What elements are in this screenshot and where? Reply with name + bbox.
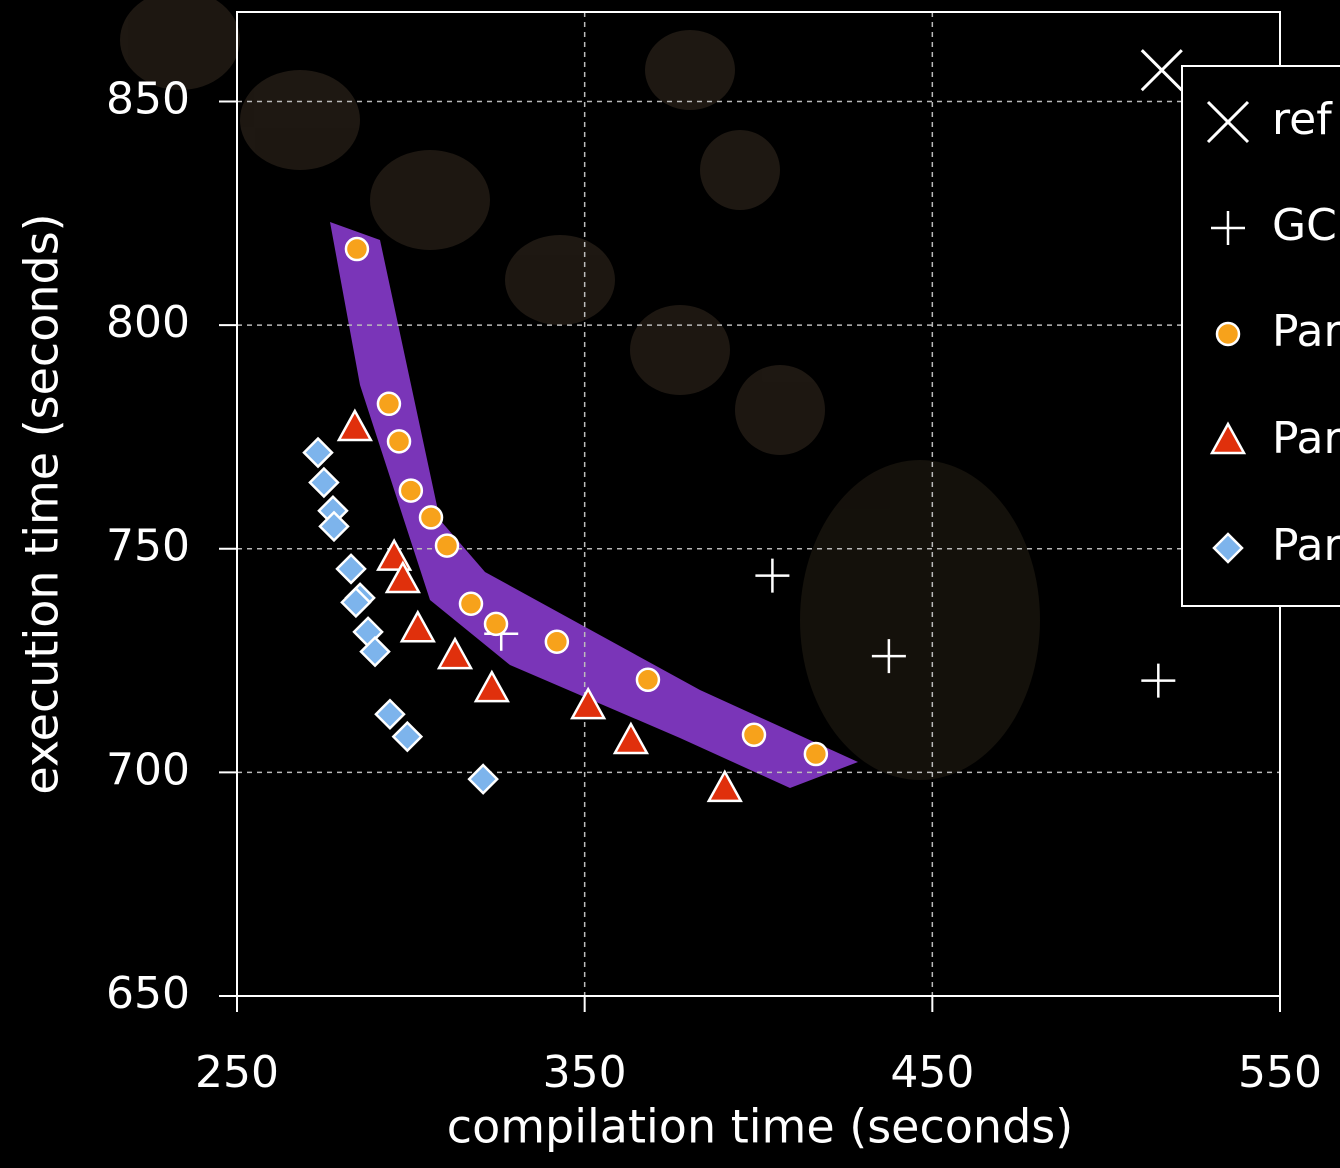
diamond-marker <box>304 439 332 467</box>
y-tick-label: 800 <box>106 297 190 348</box>
circle-marker <box>346 238 368 260</box>
plus-marker <box>1141 664 1175 698</box>
diamond-marker <box>469 765 497 793</box>
x-axis-title: compilation time (seconds) <box>447 1100 1073 1154</box>
circle-marker <box>436 535 458 557</box>
y-tick-label: 850 <box>106 73 190 124</box>
circle-marker <box>485 613 507 635</box>
triangle-marker <box>339 411 371 440</box>
circle-marker <box>1217 323 1239 345</box>
triangle-marker <box>709 772 741 801</box>
legend-label: GC <box>1272 200 1337 251</box>
x-tick-label: 450 <box>890 1047 974 1098</box>
circle-marker <box>637 669 659 691</box>
triangle-marker <box>439 639 471 668</box>
legend-label: Par <box>1272 413 1340 464</box>
circle-marker <box>388 430 410 452</box>
x-tick-label: 350 <box>543 1047 627 1098</box>
circle-marker <box>400 480 422 502</box>
circle-marker <box>546 631 568 653</box>
x-marker <box>1142 50 1182 90</box>
y-tick-label: 750 <box>106 521 190 572</box>
circle-marker <box>420 506 442 528</box>
diamond-marker <box>376 700 404 728</box>
legend-label: Par <box>1272 520 1340 571</box>
circle-marker <box>378 393 400 415</box>
plus-marker <box>755 559 789 593</box>
diamond-marker <box>393 723 421 751</box>
y-tick-label: 700 <box>106 744 190 795</box>
chart: compilation time (seconds) execution tim… <box>0 0 1340 1168</box>
circle-marker <box>743 724 765 746</box>
diamond-marker <box>310 469 338 497</box>
diamond-marker <box>337 555 365 583</box>
circle-marker <box>460 593 482 615</box>
circle-marker <box>805 743 827 765</box>
y-tick-label: 650 <box>106 968 190 1019</box>
triangle-marker <box>615 724 647 753</box>
x-tick-label: 550 <box>1238 1047 1322 1098</box>
legend-label: ref <box>1272 94 1333 145</box>
triangle-marker <box>402 612 434 641</box>
triangle-marker <box>476 672 508 701</box>
y-axis-title: execution time (seconds) <box>15 213 69 794</box>
x-tick-label: 250 <box>195 1047 279 1098</box>
legend-label: Par <box>1272 306 1340 357</box>
